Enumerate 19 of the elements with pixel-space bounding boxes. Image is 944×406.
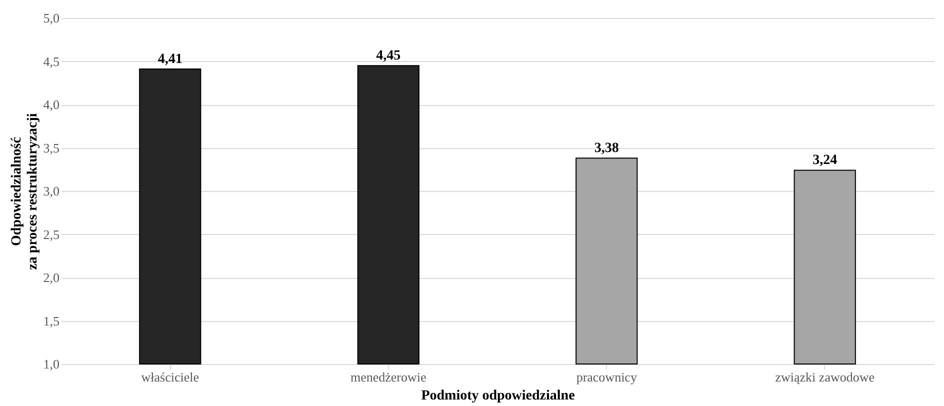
y-tick-label: 3,5 [43, 140, 60, 156]
y-tick-label: 3,0 [43, 184, 60, 198]
data-label: 3,24 [812, 153, 838, 168]
y-tick-label: 1,0 [43, 356, 60, 372]
data-label: 4,41 [158, 52, 182, 68]
x-tick-label: związki zawodowe [775, 370, 875, 384]
y-tick-label: 5,0 [43, 10, 60, 26]
data-label: 3,38 [594, 141, 619, 156]
x-axis-title: Podmioty odpowiedzialne [421, 388, 575, 404]
x-tick-label: pracownicy [576, 370, 638, 384]
y-axis-title: Odpowiedzialność za proces restrukturyzacji [9, 113, 40, 270]
data-label: 4,45 [376, 48, 401, 64]
y-tick-label: 4,5 [43, 54, 60, 69]
y-tick-label: 2,5 [43, 226, 60, 242]
x-tick-label: menedżerowie [350, 370, 426, 384]
y-tick-label: 2,0 [43, 270, 60, 285]
y-tick-label: 4,0 [43, 97, 60, 112]
y-tick-label: 1,5 [43, 313, 60, 328]
x-tick-label: właściciele [141, 370, 200, 384]
